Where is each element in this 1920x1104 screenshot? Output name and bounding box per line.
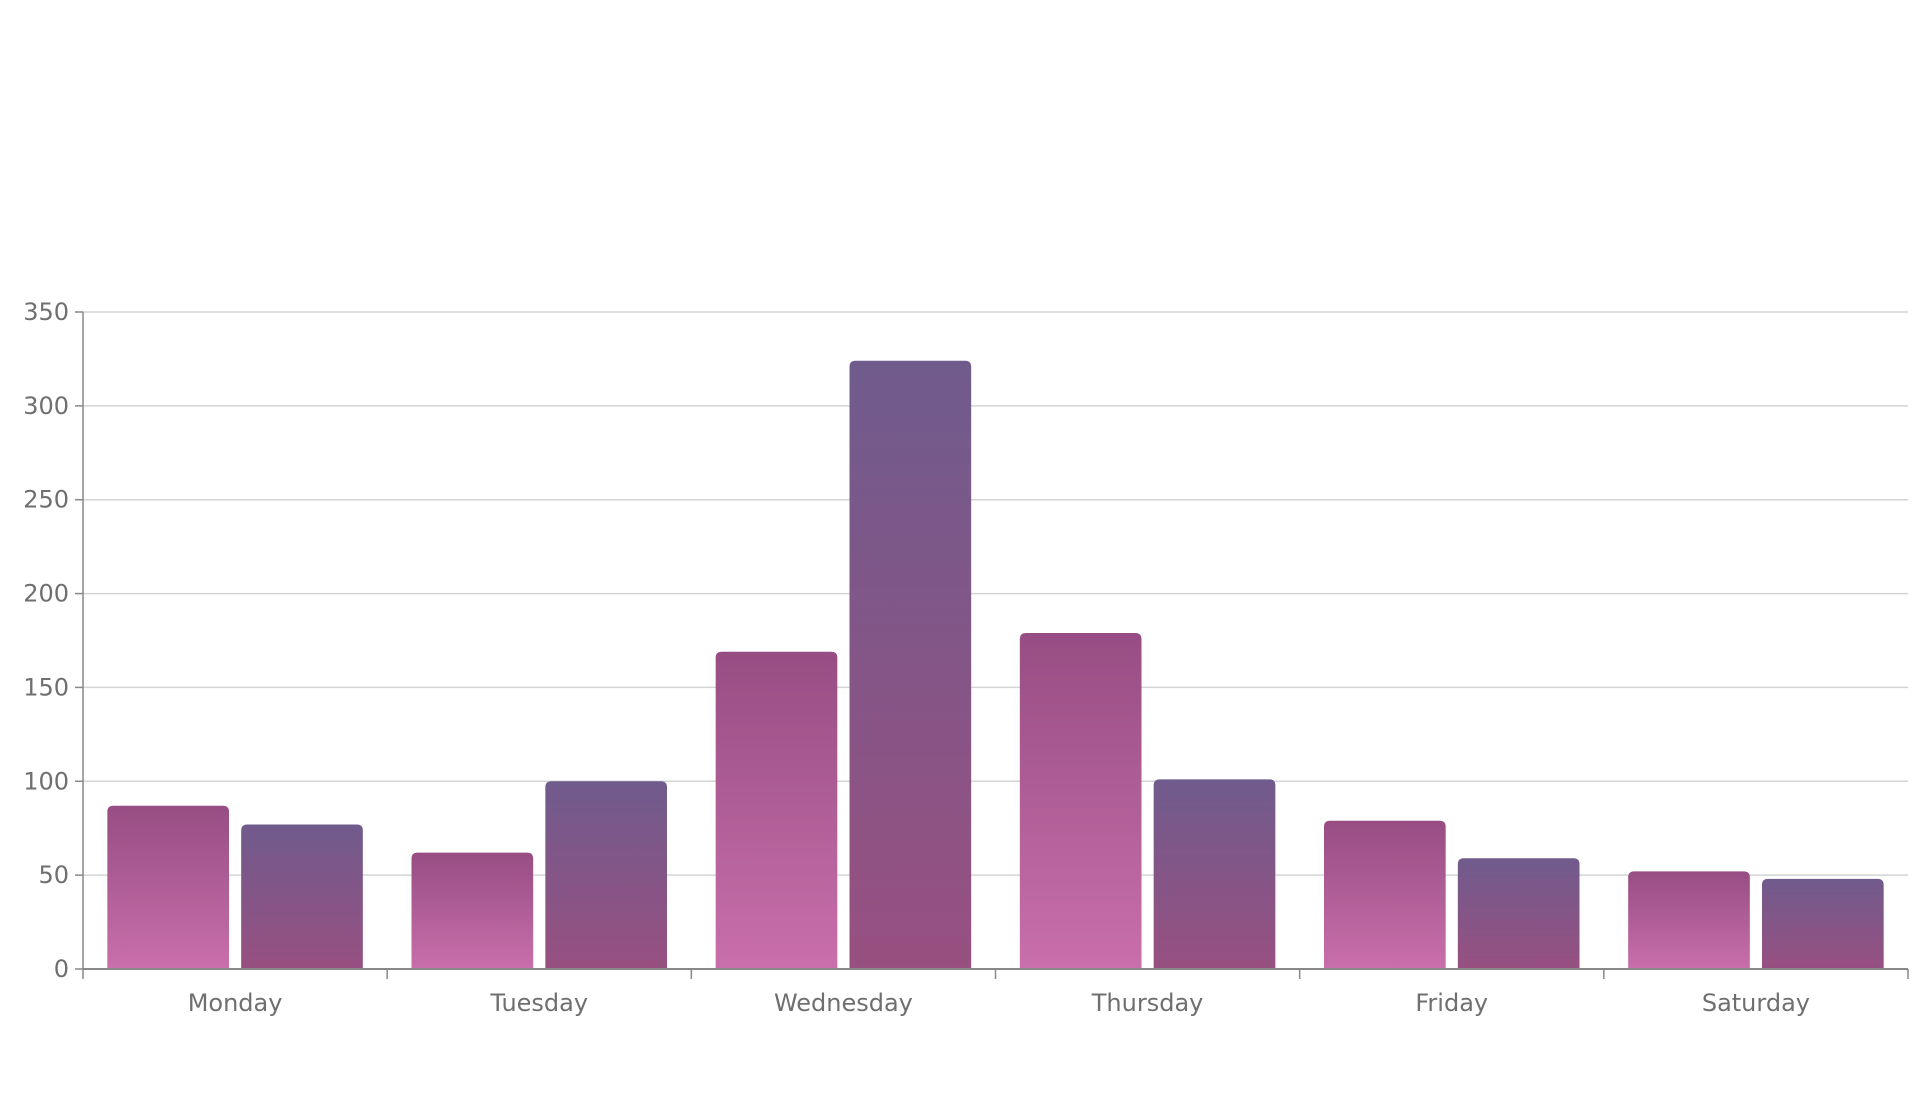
- bar-monday-series-1: [107, 805, 229, 969]
- bar-thursday-series-2: [1153, 779, 1276, 969]
- gridlines: [83, 311, 1908, 876]
- bar-monday-series-2: [241, 824, 363, 969]
- y-tick-label: 50: [38, 861, 69, 889]
- tick-labels: 0 50 100 150 200 250 300 350 Monday Tuesday Wednes…: [23, 298, 1810, 1017]
- x-tick-label: Tuesday: [489, 989, 588, 1017]
- y-tick-label: 0: [54, 955, 69, 983]
- bars: [107, 360, 1884, 969]
- y-tick-label: 150: [23, 673, 69, 701]
- bar-wednesday-series-1: [715, 651, 838, 969]
- bar-saturday-series-2: [1762, 878, 1884, 969]
- bar-friday-series-2: [1457, 858, 1580, 969]
- bar-tuesday-series-1: [411, 852, 534, 969]
- y-tick-label: 250: [23, 486, 69, 514]
- bar-tuesday-series-2: [545, 781, 667, 969]
- bar-friday-series-1: [1324, 820, 1446, 969]
- y-tick-label: 300: [23, 392, 69, 420]
- axes: [75, 311, 1909, 979]
- bar-wednesday-series-2: [849, 360, 972, 969]
- bar-saturday-series-1: [1628, 871, 1750, 969]
- x-tick-label: Thursday: [1091, 989, 1204, 1017]
- x-tick-label: Saturday: [1702, 989, 1810, 1017]
- y-tick-label: 100: [23, 767, 69, 795]
- y-tick-label: 200: [23, 580, 69, 608]
- x-tick-label: Monday: [188, 989, 283, 1017]
- y-tick-label: 350: [23, 298, 69, 326]
- bar-thursday-series-1: [1019, 632, 1142, 969]
- x-tick-label: Friday: [1415, 989, 1488, 1017]
- x-tick-label: Wednesday: [774, 989, 913, 1017]
